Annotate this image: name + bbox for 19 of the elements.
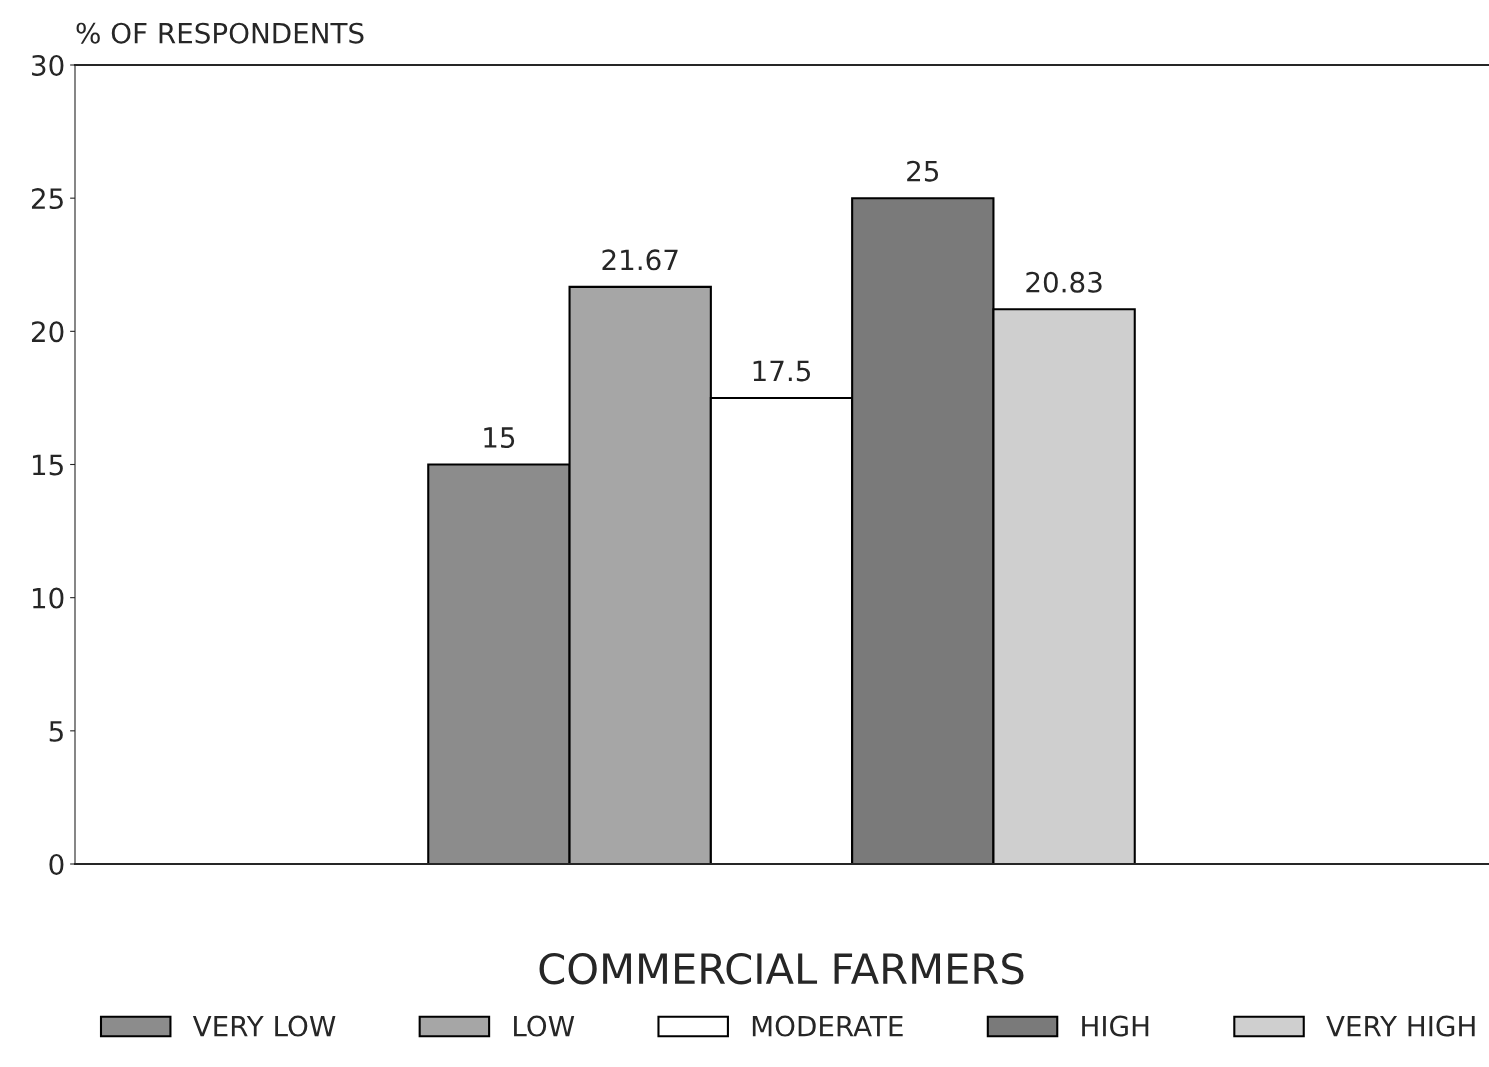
data-label: 20.83: [1026, 271, 1102, 293]
y-axis-title: % OF RESPONDENTS: [76, 22, 364, 44]
y-tick-label: 0: [49, 853, 64, 875]
y-tick-label: 30: [32, 54, 64, 76]
data-label: 17.5: [753, 360, 810, 382]
legend-label: VERY LOW: [192, 1015, 336, 1037]
data-label: 21.67: [602, 249, 678, 271]
y-tick-label: 5: [49, 721, 63, 742]
y-tick-label: 10: [32, 587, 64, 609]
data-label: 15: [484, 427, 515, 449]
legend-label: LOW: [514, 1015, 575, 1037]
x-axis-title: COMMERCIAL FARMERS: [539, 952, 1024, 985]
y-tick-label: 20: [31, 321, 64, 343]
legend-label: MODERATE: [752, 1015, 903, 1037]
legend-label: HIGH: [1082, 1015, 1149, 1037]
legend-label: VERY HIGH: [1326, 1015, 1475, 1037]
y-tick-label: 15: [32, 454, 63, 476]
y-tick-label: 25: [31, 188, 63, 210]
data-label: 25: [907, 160, 939, 182]
